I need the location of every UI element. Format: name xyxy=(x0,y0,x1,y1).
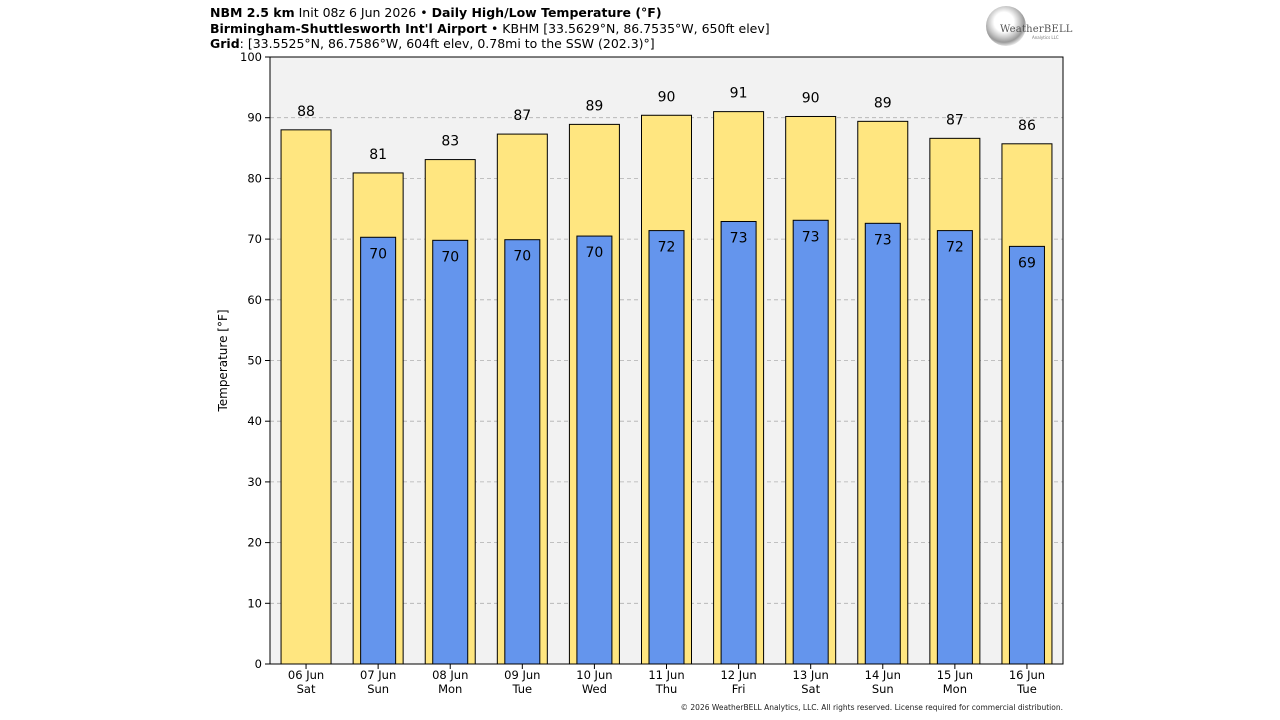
y-tick-label: 20 xyxy=(247,536,262,550)
low-temp-bar xyxy=(360,236,397,665)
high-temp-bar xyxy=(280,129,332,665)
x-tick-label-date: 11 Jun xyxy=(648,668,684,682)
chart-title: Daily High/Low Temperature (°F) xyxy=(431,5,662,20)
x-tick-label-date: 10 Jun xyxy=(576,668,612,682)
x-tick-label-day: Thu xyxy=(655,682,678,696)
plot-frame xyxy=(269,56,1064,665)
high-temp-label: 91 xyxy=(730,86,748,102)
low-temp-label: 73 xyxy=(730,230,748,246)
high-temp-label: 89 xyxy=(874,95,892,111)
high-temp-label: 83 xyxy=(441,134,459,150)
high-temp-label: 87 xyxy=(513,108,531,124)
x-tick-label-date: 14 Jun xyxy=(865,668,901,682)
x-tick-label-date: 07 Jun xyxy=(360,668,396,682)
init-time: Init 08z 6 Jun 2026 xyxy=(298,5,417,20)
y-tick-label: 100 xyxy=(240,50,262,64)
y-tick-label: 50 xyxy=(247,354,262,368)
x-tick-label-date: 16 Jun xyxy=(1009,668,1045,682)
separator: • xyxy=(420,5,428,20)
x-tick-label-date: 15 Jun xyxy=(937,668,973,682)
logo-text: WeatherBELL xyxy=(1000,24,1073,35)
low-temp-label: 72 xyxy=(658,240,676,256)
station-name: Birmingham-Shuttlesworth Int'l Airport xyxy=(210,20,487,36)
low-temp-label: 69 xyxy=(1018,255,1036,271)
y-tick-label: 80 xyxy=(247,171,262,185)
low-temp-label: 72 xyxy=(946,240,964,256)
chart-header: NBM 2.5 km Init 08z 6 Jun 2026 • Daily H… xyxy=(210,5,770,52)
x-tick-label-day: Mon xyxy=(943,682,967,696)
low-temp-bar xyxy=(864,222,901,665)
copyright-footer: © 2026 WeatherBELL Analytics, LLC. All r… xyxy=(680,703,1063,712)
low-temp-bar xyxy=(936,230,973,665)
header-line-1: NBM 2.5 km Init 08z 6 Jun 2026 • Daily H… xyxy=(210,5,770,21)
grid-label: Grid xyxy=(210,36,240,51)
high-temp-label: 81 xyxy=(369,147,387,163)
weatherbell-logo: WeatherBELL Analytics LLC xyxy=(984,5,1072,47)
y-tick-label: 40 xyxy=(247,414,262,428)
y-tick-label: 30 xyxy=(247,475,262,489)
low-temp-bar xyxy=(504,239,541,665)
high-temp-label: 89 xyxy=(585,98,603,114)
high-temp-label: 87 xyxy=(946,112,964,128)
x-tick-label-day: Tue xyxy=(1016,682,1037,696)
x-tick-label-day: Sun xyxy=(367,682,389,696)
grid-info: : [33.5525°N, 86.7586°W, 604ft elev, 0.7… xyxy=(239,36,655,51)
low-temp-bar xyxy=(648,230,685,665)
x-tick-label-day: Fri xyxy=(732,682,746,696)
x-tick-label-day: Wed xyxy=(582,682,607,696)
logo-swirl-icon xyxy=(986,6,1026,46)
low-temp-bar xyxy=(1008,245,1045,665)
y-tick-label: 10 xyxy=(247,596,262,610)
low-temp-label: 70 xyxy=(369,246,387,262)
header-line-3: Grid: [33.5525°N, 86.7586°W, 604ft elev,… xyxy=(210,36,770,52)
low-temp-label: 73 xyxy=(802,229,820,245)
y-tick-label: 90 xyxy=(247,111,262,125)
y-tick-label: 70 xyxy=(247,232,262,246)
low-temp-bar xyxy=(792,219,829,665)
x-tick-label-day: Sat xyxy=(801,682,820,696)
model-name: NBM 2.5 km xyxy=(210,5,295,20)
low-temp-label: 70 xyxy=(513,249,531,265)
high-temp-label: 90 xyxy=(658,89,676,105)
logo-subtext: Analytics LLC xyxy=(1032,35,1059,40)
separator: • xyxy=(490,20,499,36)
x-tick-label-day: Mon xyxy=(438,682,462,696)
low-temp-bar xyxy=(720,220,757,665)
low-temp-bar xyxy=(432,239,469,665)
low-temp-bar xyxy=(576,235,613,665)
x-tick-label-date: 12 Jun xyxy=(720,668,756,682)
x-tick-label-date: 13 Jun xyxy=(793,668,829,682)
x-tick-label-date: 06 Jun xyxy=(288,668,324,682)
y-tick-label: 60 xyxy=(247,293,262,307)
high-temp-label: 86 xyxy=(1018,118,1036,134)
low-temp-label: 70 xyxy=(585,245,603,261)
x-tick-label-day: Sun xyxy=(872,682,894,696)
station-info: KBHM [33.5629°N, 86.7535°W, 650ft elev] xyxy=(502,20,770,36)
x-tick-label-day: Tue xyxy=(511,682,532,696)
y-axis-label: Temperature [°F] xyxy=(216,309,230,412)
y-tick-label: 0 xyxy=(255,657,262,671)
low-temp-label: 73 xyxy=(874,232,892,248)
x-tick-label-day: Sat xyxy=(297,682,316,696)
low-temp-label: 70 xyxy=(441,249,459,265)
header-line-2: Birmingham-Shuttlesworth Int'l Airport •… xyxy=(210,21,770,37)
x-tick-label-date: 09 Jun xyxy=(504,668,540,682)
high-temp-label: 88 xyxy=(297,104,315,120)
high-temp-label: 90 xyxy=(802,90,820,106)
x-tick-label-date: 08 Jun xyxy=(432,668,468,682)
